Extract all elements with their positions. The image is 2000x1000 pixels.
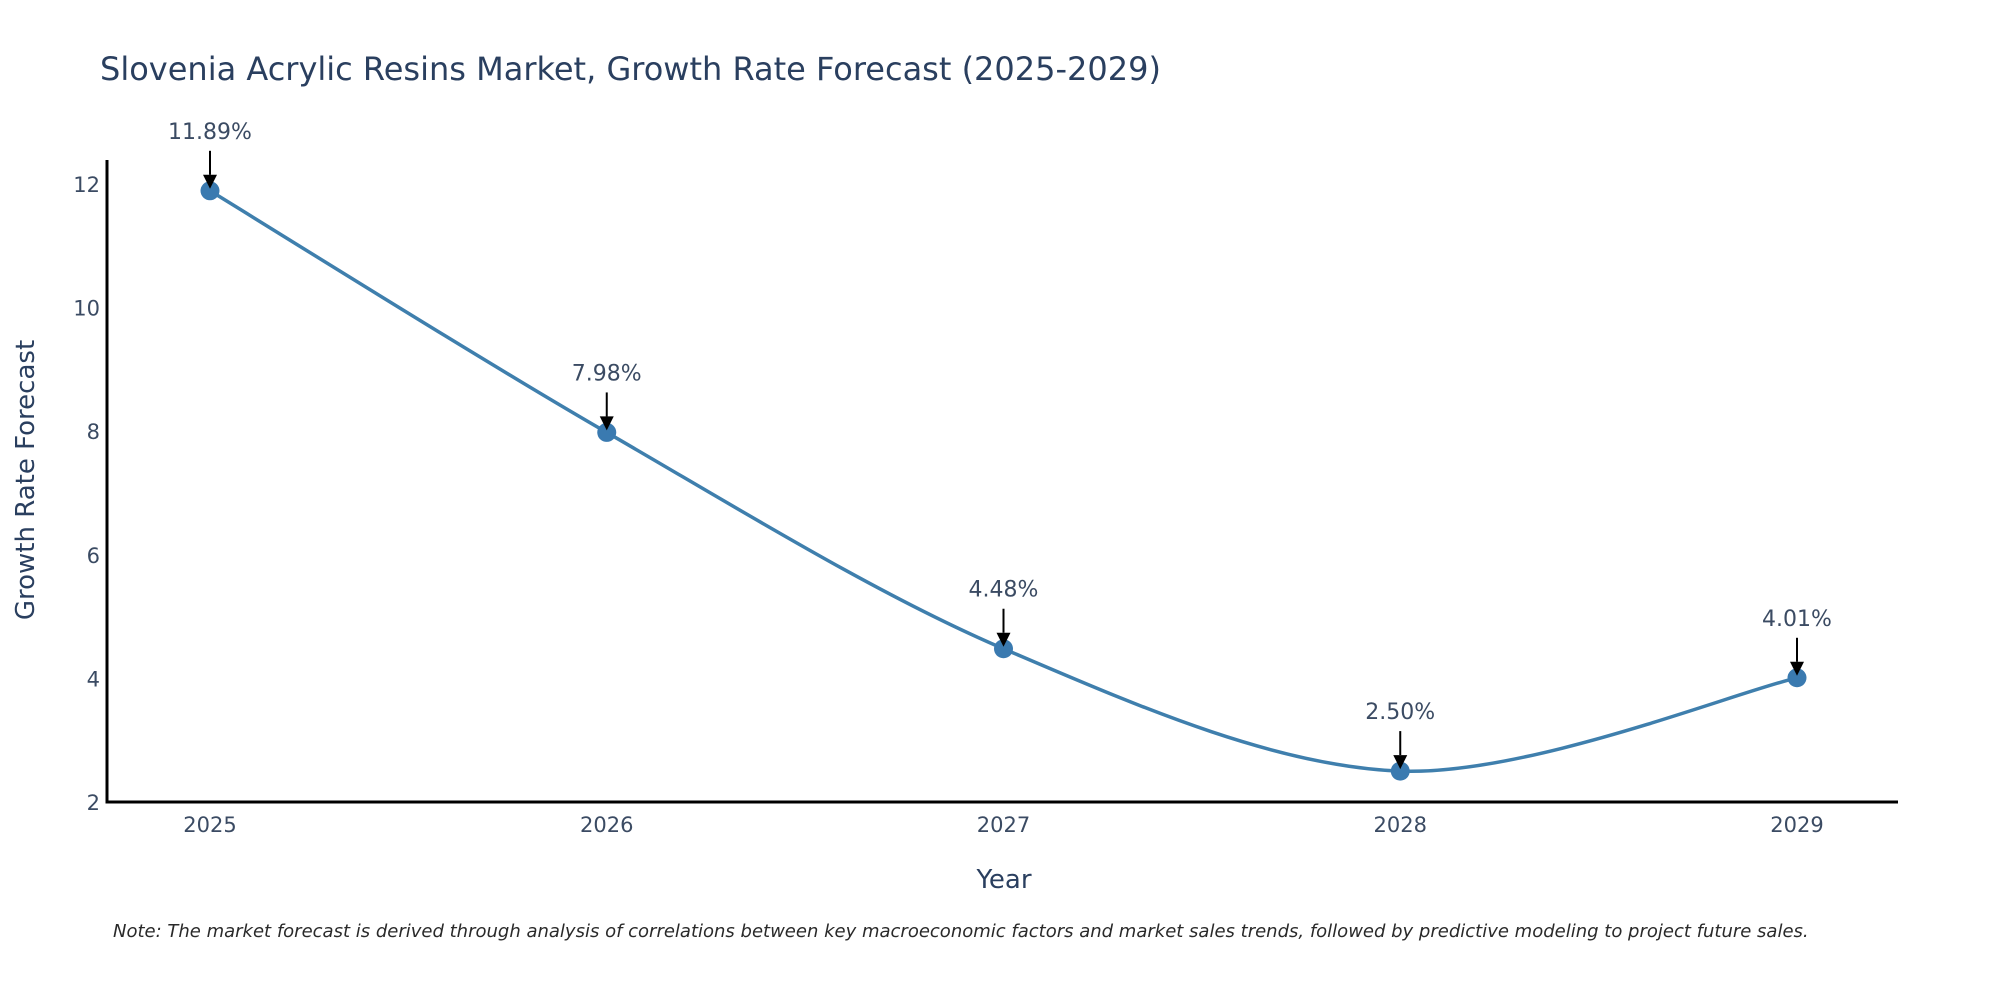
chart-title: Slovenia Acrylic Resins Market, Growth R… xyxy=(100,50,1161,88)
y-tick-label: 6 xyxy=(87,544,100,568)
data-label: 7.98% xyxy=(572,361,642,386)
y-tick-label: 10 xyxy=(73,297,100,321)
data-label: 4.48% xyxy=(969,578,1039,603)
data-label-arrow-head xyxy=(203,174,217,189)
footnote: Note: The market forecast is derived thr… xyxy=(113,921,1809,942)
data-label: 2.50% xyxy=(1365,700,1435,725)
y-tick-label: 4 xyxy=(87,667,100,691)
data-labels: 11.89% 7.98% 4.48% 2.50% 4.01% xyxy=(168,120,1832,770)
data-point-marker xyxy=(1390,761,1410,781)
y-axis-ticks: 2 4 6 8 10 12 xyxy=(73,173,100,815)
data-points xyxy=(200,181,1807,781)
data-point-marker xyxy=(597,422,617,442)
y-axis-title: Growth Rate Forecast xyxy=(11,340,41,620)
series-line xyxy=(209,189,1798,773)
data-label-arrow-head xyxy=(599,416,614,431)
x-tick-label: 2025 xyxy=(183,813,236,837)
y-tick-label: 8 xyxy=(87,420,100,444)
x-axis-ticks: 2025 2026 2027 2028 2029 xyxy=(183,813,1823,837)
data-label-arrow-head xyxy=(1393,755,1408,770)
x-tick-label: 2028 xyxy=(1374,813,1427,837)
y-tick-label: 12 xyxy=(73,173,100,197)
x-tick-label: 2026 xyxy=(580,813,633,837)
data-label: 4.01% xyxy=(1762,607,1832,632)
data-label-arrow-head xyxy=(996,632,1011,647)
y-tick-label: 2 xyxy=(87,791,100,815)
data-point-marker xyxy=(994,639,1013,659)
data-label: 11.89% xyxy=(168,120,252,145)
x-tick-label: 2027 xyxy=(977,813,1030,837)
data-point-marker xyxy=(200,181,220,201)
data-label-arrow-head xyxy=(1790,661,1804,676)
data-point-marker xyxy=(1787,668,1807,688)
x-tick-label: 2029 xyxy=(1770,813,1823,837)
x-axis-title: Year xyxy=(975,865,1031,895)
